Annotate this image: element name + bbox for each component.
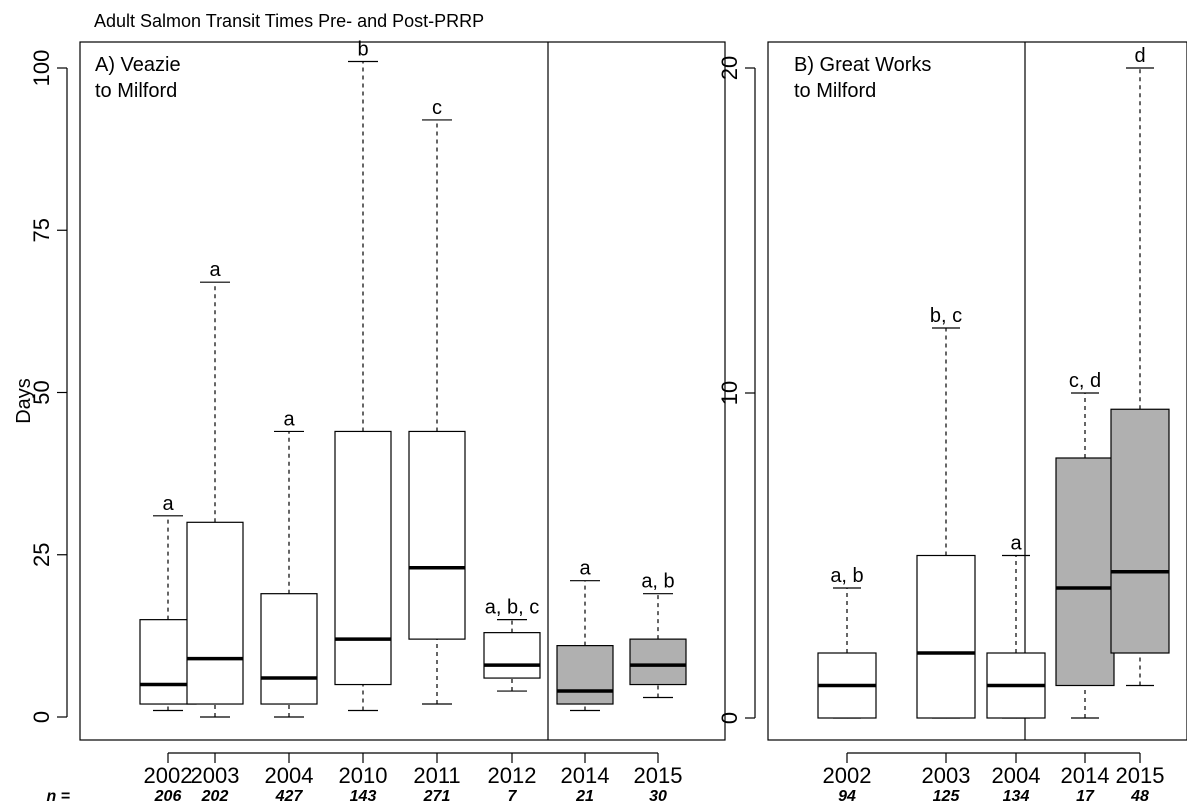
- x-tick-label: 2015: [634, 763, 683, 788]
- x-tick-label: 2003: [922, 763, 971, 788]
- sample-size-label: 94: [838, 788, 856, 804]
- sample-size-label: 21: [575, 788, 594, 804]
- panel-title: A) Veazie: [95, 54, 181, 76]
- y-tick-label: 50: [29, 380, 54, 404]
- box-iqr: [1055, 457, 1115, 687]
- sample-size-label: 48: [1130, 788, 1149, 804]
- sample-size-label: 30: [649, 788, 667, 804]
- panel-a-veazie: A) Veazie to Milford 0 25 50 75 100 Days 2002206…: [13, 39, 726, 804]
- significance-letters: a: [162, 493, 174, 515]
- sample-size-label: 17: [1076, 788, 1095, 804]
- x-tick-label: 2014: [1061, 763, 1110, 788]
- x-tick-label: 2012: [488, 763, 537, 788]
- sample-size-label: 7: [508, 788, 518, 804]
- box-iqr: [916, 554, 976, 719]
- y-tick-label: 25: [29, 543, 54, 567]
- box-iqr: [629, 638, 687, 686]
- x-tick-label: 2004: [265, 763, 314, 788]
- box-iqr: [186, 521, 244, 705]
- significance-letters: b, c: [930, 305, 962, 327]
- panel-title: B) Great Works: [794, 54, 931, 76]
- y-tick-label: 0: [29, 711, 54, 723]
- x-tick-label: 2015: [1116, 763, 1165, 788]
- y-tick-label: 0: [717, 712, 742, 724]
- sample-size-label: 206: [154, 788, 182, 804]
- box-iqr: [556, 645, 614, 705]
- plot-frame: [767, 41, 1187, 741]
- significance-letters: d: [1134, 45, 1145, 67]
- box-iqr: [408, 430, 466, 640]
- significance-letters: a, b, c: [485, 597, 539, 619]
- x-tick-label: 2011: [413, 763, 460, 788]
- y-tick-label: 20: [717, 56, 742, 80]
- significance-letters: c, d: [1069, 370, 1101, 392]
- sample-size-label: 271: [423, 788, 451, 804]
- sample-size-label: 202: [201, 788, 229, 804]
- x-tick-label: 2014: [561, 763, 610, 788]
- significance-letters: a, b: [641, 571, 674, 593]
- sample-size-label: 427: [275, 788, 304, 804]
- significance-letters: b: [357, 39, 368, 61]
- significance-letters: a: [1010, 533, 1022, 555]
- x-tick-label: 2002: [823, 763, 872, 788]
- sample-size-label: 143: [350, 788, 377, 804]
- significance-letters: a: [283, 408, 295, 430]
- plot-frame: [79, 41, 726, 741]
- x-tick-label: 2003: [191, 763, 240, 788]
- significance-letters: c: [432, 97, 442, 119]
- n-prefix-label: n =: [46, 788, 70, 804]
- sample-size-label: 125: [933, 788, 961, 804]
- panel-title: to Milford: [95, 80, 177, 102]
- significance-letters: a, b: [830, 565, 863, 587]
- x-tick-label: 2010: [339, 763, 388, 788]
- figure-title: Adult Salmon Transit Times Pre- and Post…: [94, 11, 484, 31]
- significance-letters: a: [579, 558, 591, 580]
- box-iqr: [260, 593, 318, 705]
- panel-title: to Milford: [794, 80, 876, 102]
- y-axis-label: Days: [13, 378, 35, 424]
- x-tick-label: 2002: [144, 763, 193, 788]
- box-iqr: [334, 430, 392, 686]
- box-iqr: [483, 632, 541, 679]
- significance-letters: a: [209, 259, 221, 281]
- x-tick-label: 2004: [992, 763, 1041, 788]
- sample-size-label: 134: [1003, 788, 1030, 804]
- box-iqr: [1110, 408, 1170, 654]
- y-tick-label: 100: [29, 50, 54, 87]
- y-tick-label: 10: [717, 381, 742, 405]
- y-tick-label: 75: [29, 218, 54, 242]
